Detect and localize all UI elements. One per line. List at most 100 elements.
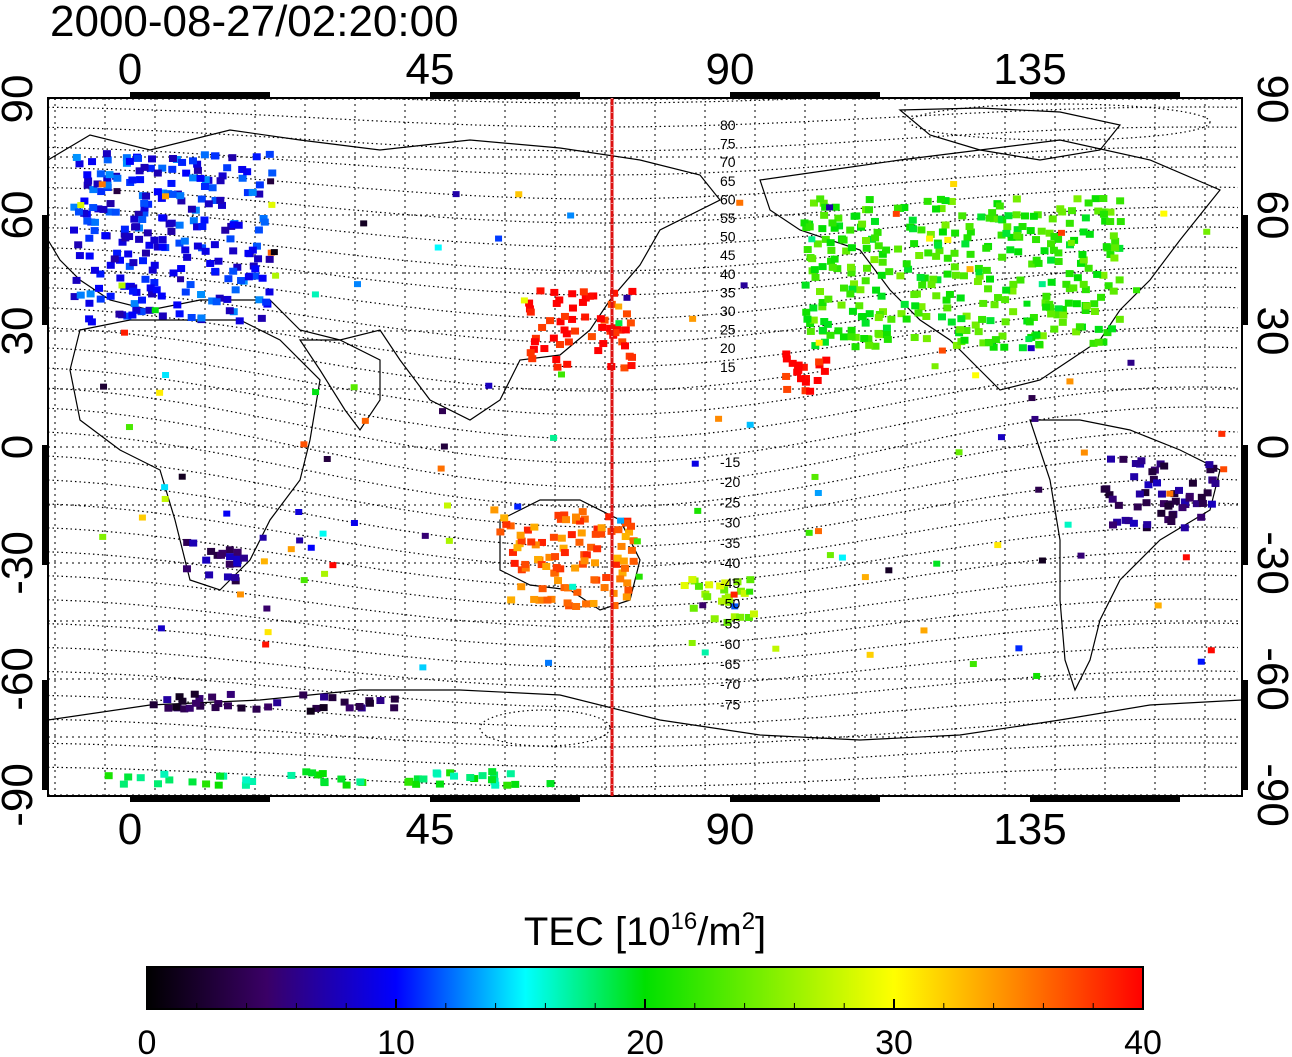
right-lat-label: -30 [1248, 531, 1292, 595]
coast-india [298, 339, 381, 432]
contour-label: -60 [720, 636, 740, 652]
contour-label: 75 [720, 136, 736, 152]
tec-sample [270, 249, 278, 256]
tec-sample [746, 588, 754, 595]
left-lat-label: 30 [0, 307, 42, 356]
bottom-lon-label: 0 [118, 805, 142, 854]
tec-sample [98, 181, 106, 188]
tec-sample [740, 282, 748, 289]
tec-sample [950, 181, 958, 188]
bottom-lon-labels: 04590135180-135-90-45 [118, 805, 1067, 854]
contour-label: 20 [720, 340, 736, 356]
tec-sample [161, 495, 169, 502]
tec-sample [811, 473, 819, 480]
tec-sample [437, 465, 445, 472]
tec-sample [485, 382, 493, 389]
tec-region-antarctica-coast [149, 690, 399, 715]
tec-sample [353, 281, 361, 288]
tec-sample [805, 529, 813, 536]
contour-label: -15 [720, 454, 740, 470]
right-lat-label: 60 [1248, 191, 1292, 240]
left-lat-label: -90 [0, 763, 42, 827]
left-lat-label: 90 [0, 75, 42, 124]
colorbar-tick-label: 40 [1124, 1024, 1162, 1057]
tec-sample [520, 297, 528, 304]
tec-sample [443, 502, 451, 509]
tec-sample [259, 534, 267, 541]
tec-sample [272, 272, 280, 279]
tec-sample [1160, 210, 1168, 217]
coast-europe-asia [48, 129, 721, 421]
tec-sample [715, 415, 723, 422]
tec-sample [1038, 557, 1046, 564]
tec-sample [1182, 554, 1190, 561]
tec-sample [826, 204, 834, 211]
contour-label: 80 [720, 117, 736, 133]
tec-sample [635, 573, 643, 580]
top-lon-label: 90 [706, 45, 755, 94]
tec-sample [557, 371, 565, 378]
tec-sample [419, 664, 427, 671]
contour-labels: 80 75 70 65 60 55 50 45 40 35 30 25 20 15 -15 -20 -25 -30… [720, 117, 740, 712]
bottom-lon-label: 45 [406, 805, 455, 854]
colorbar: TEC [1016/m2] 0 10 20 30 40 [138, 908, 1162, 1057]
tec-sample [99, 533, 107, 540]
colorbar-ticks: 0 10 20 30 40 [138, 999, 1162, 1057]
contour-label: 65 [720, 173, 736, 189]
tec-sample [944, 236, 952, 243]
tec-sample [808, 236, 816, 243]
tec-sample [162, 193, 170, 200]
tec-region-south-america-east [1100, 455, 1220, 532]
coast-north-america [759, 139, 1221, 391]
tec-sample [814, 528, 822, 535]
tec-sample [319, 530, 327, 537]
tec-sample [730, 591, 738, 598]
tec-sample [329, 562, 337, 569]
tec-sample [1023, 300, 1031, 307]
tec-sample [1064, 521, 1072, 528]
colorbar-tick-label: 30 [875, 1024, 913, 1057]
tec-sample [236, 591, 244, 598]
colorbar-tick-label: 10 [377, 1024, 415, 1057]
tec-sample [1166, 490, 1174, 497]
tec-sample [746, 421, 754, 428]
tec-sample [694, 507, 702, 514]
tec-sample [1127, 359, 1135, 366]
tec-sample [826, 552, 834, 559]
left-lat-label: -30 [0, 531, 42, 595]
left-lat-labels: 90 60 30 0 -30 -60 -90 [0, 75, 42, 827]
tec-sample [1057, 229, 1065, 236]
tec-sample [633, 538, 641, 545]
right-lat-label: 90 [1248, 75, 1292, 124]
frame-tick-bars [42, 92, 1248, 802]
tec-sample [689, 315, 697, 322]
tec-sample [1080, 449, 1088, 456]
tec-sample [440, 443, 448, 450]
tec-sample [445, 537, 453, 544]
tec-sample [691, 460, 699, 467]
tec-sample [1038, 281, 1046, 288]
tec-sample [1220, 466, 1228, 473]
timestamp-title: 2000-08-27/02:20:00 [50, 0, 459, 46]
tec-sample [156, 389, 164, 396]
tec-sample [1067, 239, 1075, 246]
right-lat-label: -90 [1248, 763, 1292, 827]
contour-label: -35 [720, 535, 740, 551]
top-lon-label: 45 [406, 45, 455, 94]
contour-label: 15 [720, 359, 736, 375]
bottom-lon-label: 90 [706, 805, 755, 854]
contour-label: 55 [720, 210, 736, 226]
top-lon-label: 135 [993, 45, 1066, 94]
tec-sample [1133, 287, 1141, 294]
right-lat-label: 0 [1248, 435, 1292, 459]
tec-sample [1025, 336, 1033, 343]
tec-sample [997, 434, 1005, 441]
contour-label: -30 [720, 515, 740, 531]
tec-sample [120, 329, 128, 336]
tec-sample [434, 244, 442, 251]
right-lat-label: -60 [1248, 647, 1292, 711]
tec-sample [263, 605, 271, 612]
tec-sample [262, 641, 270, 648]
tec-sample [514, 503, 522, 510]
